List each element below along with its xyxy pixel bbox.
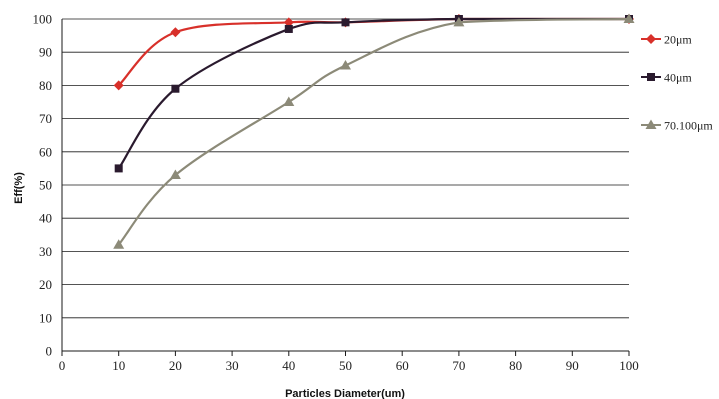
x-tick-label: 90 (566, 358, 579, 373)
y-tick-label: 0 (46, 344, 53, 359)
x-tick-labels: 0 10 20 30 40 50 60 70 80 90 100 (59, 358, 639, 373)
series-40um (114, 15, 633, 173)
data-point (113, 80, 124, 91)
axes (61, 19, 630, 356)
data-point (170, 27, 181, 38)
x-tick-label: 100 (619, 358, 639, 373)
data-point (283, 17, 294, 28)
y-tick-label: 60 (39, 144, 52, 159)
x-axis-title: Particles Diameter(um) (285, 388, 405, 399)
series-line (117, 17, 630, 246)
x-tick-label: 30 (226, 358, 239, 373)
data-point (171, 84, 180, 93)
data-point (114, 164, 123, 173)
y-tick-label: 10 (39, 310, 52, 325)
y-tick-labels: 0 10 20 30 40 50 60 70 80 90 100 (33, 12, 53, 359)
legend-marker (647, 73, 655, 81)
x-tick-label: 80 (509, 358, 522, 373)
y-tick-label: 90 (39, 45, 52, 60)
y-tick-label: 20 (39, 277, 52, 292)
series-line (117, 17, 629, 170)
data-point (283, 96, 295, 106)
legend: 20μm 40μm 70.100μm (641, 33, 713, 133)
y-tick-label: 80 (39, 78, 52, 93)
y-tick-label: 70 (39, 111, 52, 126)
legend-label: 70.100μm (664, 119, 713, 133)
x-tick-label: 70 (452, 358, 465, 373)
legend-item: 20μm (641, 33, 692, 47)
y-axis-title: Eff(%) (13, 172, 25, 204)
x-tick-label: 0 (59, 358, 66, 373)
data-point (340, 59, 351, 70)
x-tick-label: 40 (282, 358, 295, 373)
y-tick-label: 50 (39, 178, 52, 193)
data-point (169, 169, 181, 180)
y-tick-label: 30 (39, 244, 52, 259)
data-point (623, 13, 635, 23)
x-tick-label: 20 (169, 358, 182, 373)
data-point (453, 16, 465, 27)
legend-marker (645, 119, 657, 129)
x-tick-label: 50 (339, 358, 352, 373)
y-tick-label: 100 (33, 12, 53, 27)
x-tick-label: 60 (396, 358, 409, 373)
data-point (113, 239, 125, 249)
legend-item: 70.100μm (641, 119, 713, 133)
data-point (284, 24, 293, 33)
series-lines (113, 13, 635, 249)
legend-label: 40μm (664, 71, 692, 85)
y-tick-label: 40 (39, 211, 52, 226)
data-point (341, 18, 350, 27)
legend-label: 20μm (664, 33, 692, 47)
x-tick-label: 10 (112, 358, 125, 373)
series-70-100um (113, 13, 635, 249)
legend-marker (646, 34, 656, 44)
legend-item: 40μm (641, 71, 692, 85)
